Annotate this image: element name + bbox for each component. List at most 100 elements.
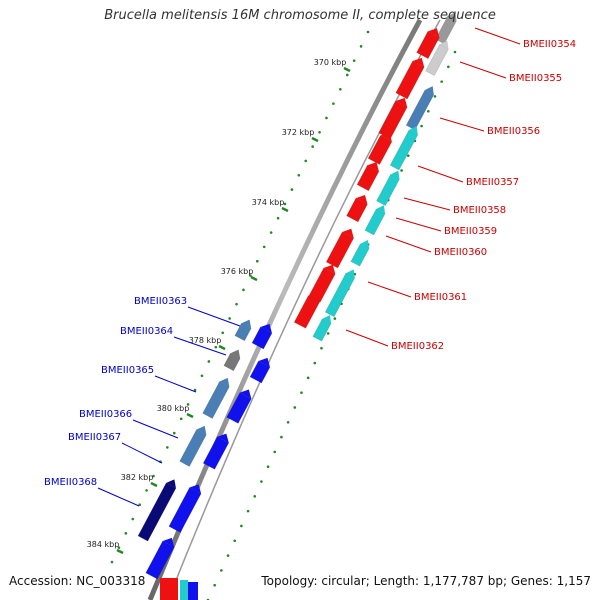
gc-dot (240, 524, 243, 528)
reverse-gene-arrow (239, 389, 252, 399)
reverse-gene-arrow (162, 537, 175, 548)
forward-leader (367, 281, 412, 298)
tick-dot (352, 59, 356, 62)
cog-block-body (324, 272, 356, 318)
tick-label: 380 kbp (157, 404, 190, 413)
reverse-leader (121, 442, 163, 464)
gc-dot (447, 65, 450, 69)
tick-mark (250, 275, 258, 282)
tick-dot (359, 45, 363, 48)
gc-dot (286, 420, 290, 424)
tick-dot (193, 388, 197, 392)
tick-dot (145, 489, 148, 492)
tick-mark (150, 481, 158, 488)
tick-dot (207, 360, 211, 363)
tick-dot (117, 546, 121, 549)
tick-dot (186, 403, 190, 406)
gc-dot (273, 450, 277, 454)
cog-block-arrow (345, 269, 355, 278)
tick-dot (124, 532, 128, 535)
forward-gene-label: BMEII0359 (444, 226, 497, 237)
cog-block-arrow (322, 314, 332, 324)
tick-label: 382 kbp (121, 473, 154, 482)
gc-dot (426, 109, 430, 113)
gc-dot (246, 509, 250, 513)
label-track: BMEII0354 BMEII0355 BMEII0356 BMEII0357 BMEI… (44, 27, 576, 507)
tick-label: 372 kbp (282, 128, 315, 137)
forward-gene-arrow (355, 194, 368, 205)
tick-dot (290, 188, 294, 191)
gc-dot (453, 50, 457, 54)
forward-gene-body (367, 135, 393, 165)
tick-dot (297, 173, 301, 177)
cog-block-body (435, 15, 457, 45)
forward-gene-body (356, 164, 380, 192)
tick-mark (218, 344, 226, 351)
forward-gene (160, 578, 178, 600)
forward-gene-arrow (427, 28, 440, 38)
reverse-leader (187, 306, 241, 327)
tick-mark (343, 66, 351, 73)
forward-gene-body (293, 295, 321, 329)
tick-label: 370 kbp (314, 58, 347, 67)
cog-block (405, 86, 435, 131)
gc-dot (440, 80, 443, 83)
forward-gene (395, 57, 425, 100)
cog-block (179, 425, 207, 467)
cog-track (137, 12, 457, 600)
tick-dot (262, 245, 266, 249)
forward-gene-arrow (395, 97, 408, 108)
tick-mark (116, 548, 124, 555)
cog-block-body (350, 243, 370, 267)
reverse-gene (188, 582, 198, 600)
forward-gene (416, 28, 440, 59)
reverse-gene-label: BMEII0363 (134, 296, 187, 307)
forward-gene-label: BMEII0355 (509, 73, 562, 84)
reverse-gene-body (168, 487, 202, 533)
forward-leader (385, 235, 432, 253)
cog-block-body (364, 208, 386, 236)
reverse-gene-label: BMEII0365 (101, 365, 154, 376)
cog-block-arrow (376, 205, 386, 214)
tick-dot (152, 474, 155, 478)
forward-gene (293, 292, 321, 329)
forward-leader (345, 329, 389, 347)
forward-gene (346, 194, 368, 223)
tick-dot (131, 517, 135, 521)
reverse-gene (168, 484, 202, 533)
tick-dot (311, 145, 314, 148)
gc-dot (400, 169, 403, 172)
cog-block (202, 377, 230, 419)
tick-dot (339, 87, 342, 91)
gc-dot (300, 391, 303, 394)
cog-block-arrow (219, 377, 230, 387)
cog-block (234, 319, 252, 342)
forward-gene-arrow (323, 264, 336, 274)
tick-dot (332, 102, 335, 105)
tick-mark (311, 136, 319, 143)
cog-block-arrow (360, 239, 370, 249)
forward-leader (439, 117, 485, 132)
tick-dot (325, 116, 328, 120)
reverse-gene-arrow (217, 433, 229, 443)
forward-leader (474, 27, 521, 45)
cog-block-arrow (390, 170, 400, 180)
tick-label: 376 kbp (221, 267, 254, 276)
forward-gene-arrow (342, 228, 354, 239)
gc-dot (433, 95, 437, 98)
cog-block (137, 479, 177, 542)
forward-gene-label: BMEII0354 (523, 39, 576, 50)
gc-dot (213, 583, 216, 587)
tick-dot (249, 274, 252, 277)
tick-mark (281, 206, 289, 213)
forward-gene-body (325, 231, 355, 269)
topology-text: Topology: circular; Length: 1,177,787 bp… (261, 574, 591, 588)
tick-dot (283, 202, 287, 206)
cog-block-arrow (166, 479, 176, 489)
tick-dot (269, 231, 273, 234)
reverse-gene-body (145, 540, 175, 580)
reverse-gene-arrow (260, 323, 272, 334)
gene-track (145, 28, 440, 600)
gc-dot (306, 376, 310, 380)
